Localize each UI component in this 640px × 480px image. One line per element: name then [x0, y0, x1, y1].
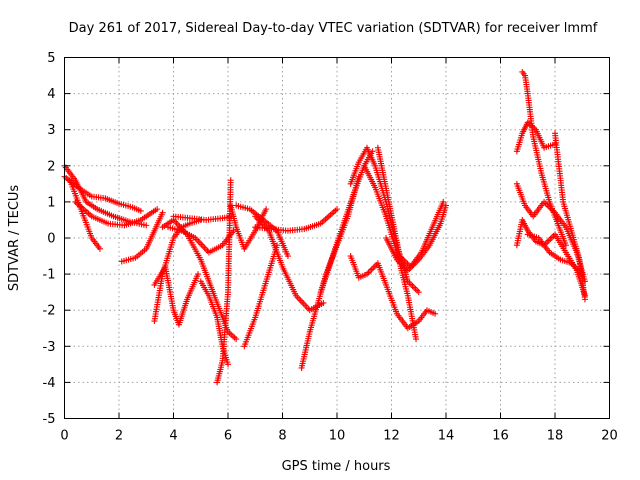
y-tick-label: 3: [47, 123, 55, 138]
axis-ticks: [64, 57, 610, 419]
x-tick-label: 14: [438, 429, 455, 444]
data-point-plus: [432, 310, 439, 317]
data-point-plus: [552, 141, 558, 148]
y-tick-label: 0: [47, 232, 55, 247]
series-arc-2: [61, 162, 150, 229]
data-point-plus: [334, 206, 340, 213]
data-point-plus: [413, 336, 420, 343]
series-arc-16: [252, 213, 327, 314]
series-arc-5: [118, 209, 166, 265]
series-arc-30: [552, 130, 588, 303]
series-arc-15: [241, 242, 281, 350]
x-tick-label: 20: [601, 429, 618, 444]
y-axis-label: SDTVAR / TECUs: [7, 185, 22, 292]
y-tick-label: -1: [43, 268, 56, 283]
data-point-plus: [143, 222, 150, 229]
data-point-plus: [443, 202, 449, 209]
y-tick-label: 2: [47, 159, 55, 174]
x-tick-label: 6: [224, 429, 232, 444]
series-arc-26: [519, 68, 569, 249]
grid-lines: [64, 57, 610, 419]
x-tick-label: 8: [278, 429, 286, 444]
y-tick-label: 1: [47, 195, 55, 210]
y-tick-label: -3: [43, 340, 56, 355]
y-tick-label: -4: [43, 376, 56, 391]
chart-title: Day 261 of 2017, Sidereal Day-to-day VTE…: [69, 21, 598, 36]
data-point-plus: [154, 206, 161, 213]
series-arc-19: [317, 148, 376, 296]
series-arc-21: [361, 162, 420, 343]
x-tick-label: 16: [492, 429, 509, 444]
series-arc-14: [233, 202, 291, 260]
y-tick-label: 4: [47, 87, 55, 102]
data-point-plus: [195, 271, 202, 278]
series-arc-6: [151, 216, 204, 325]
data-point-plus: [415, 289, 422, 296]
series-arc-17: [252, 206, 340, 234]
series-arc-3: [66, 177, 103, 252]
data-point-plus: [159, 209, 166, 216]
data-point-plus: [263, 206, 270, 213]
x-tick-label: 10: [329, 429, 346, 444]
x-tick-label: 12: [383, 429, 400, 444]
x-tick-label: 18: [547, 429, 564, 444]
x-axis-tick-labels: 0 2 4 6 8 10 12 14 16 18 20: [60, 429, 617, 444]
series-arc-24: [383, 202, 449, 274]
x-tick-label: 4: [169, 429, 177, 444]
data-marks: [61, 68, 588, 386]
data-point-plus: [562, 242, 569, 249]
data-point-plus: [320, 299, 327, 306]
series-arc-7: [151, 263, 202, 328]
series-arc-4: [72, 198, 161, 229]
data-point-plus: [227, 177, 234, 184]
data-point-plus: [96, 245, 103, 252]
x-tick-label: 2: [115, 429, 123, 444]
x-tick-label: 0: [60, 429, 68, 444]
series-arc-22: [347, 253, 439, 332]
series-arc-20: [347, 144, 422, 296]
data-point-plus: [581, 296, 588, 303]
data-point-plus: [440, 198, 447, 205]
data-point-plus: [284, 253, 291, 260]
y-tick-label: -2: [43, 304, 56, 319]
y-axis-tick-labels: -5 -4 -3 -2 -1 0 1 2 3 4 5: [43, 51, 56, 427]
data-point-plus: [225, 361, 231, 368]
x-axis-label: GPS time / hours: [282, 459, 391, 474]
data-point-plus: [137, 207, 144, 214]
series-arc-12: [214, 177, 234, 386]
series-arc-29: [524, 231, 586, 278]
series-arc-10: [170, 213, 237, 223]
data-point-plus: [233, 336, 240, 343]
y-tick-label: -5: [43, 412, 56, 427]
y-tick-label: 5: [47, 51, 55, 66]
series-arc-25: [513, 119, 558, 155]
